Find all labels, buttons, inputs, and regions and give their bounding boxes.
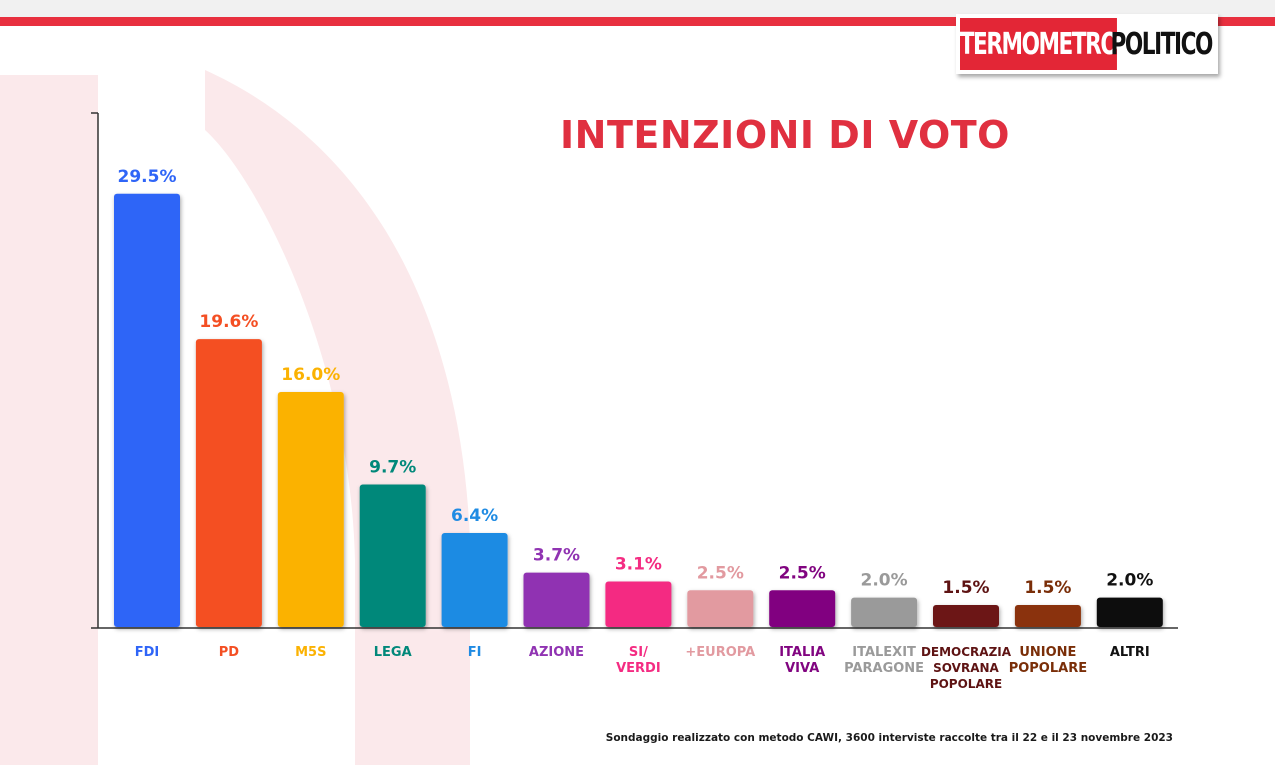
bar-europa (687, 590, 754, 627)
bar-m5s (277, 392, 344, 627)
top-red-line (0, 17, 1275, 26)
bar-fdi (114, 193, 180, 627)
category-label: FI (468, 645, 482, 660)
value-label: 19.6% (199, 312, 258, 332)
value-labels-group: 29.5% 19.6% 16.0% 9.7% 6.4% 3.7% 3.1% 2.5% 2.5% 2… (118, 167, 1154, 598)
value-label: 2.5% (697, 563, 744, 583)
bar-altri (1096, 597, 1163, 627)
category-labels-group: FDI PD M5S LEGA FI AZIONE SI/VERDI +EUROPA ITALI… (135, 645, 1150, 691)
logo-part-termometro: TERMOMETRO (960, 18, 1119, 70)
category-label: SI/VERDI (616, 645, 661, 676)
bars-group (114, 193, 1163, 627)
value-label: 9.7% (369, 458, 416, 478)
value-label: 6.4% (451, 506, 498, 526)
value-label: 3.1% (615, 554, 662, 574)
category-label-line: VERDI (616, 661, 661, 676)
category-label: FDI (135, 645, 160, 660)
category-label-line: ITALEXIT (852, 645, 916, 660)
category-label: ITALEXIT PARAGONE (844, 645, 924, 676)
bar-lega (359, 484, 426, 627)
value-label: 2.0% (861, 571, 908, 591)
category-label: ALTRI (1110, 645, 1150, 660)
category-label: UNIONE POPOLARE (1009, 645, 1087, 676)
background-shape (0, 62, 470, 765)
category-label-line: LEGA (374, 645, 412, 660)
bar-pd (195, 339, 262, 627)
category-label-line: SOVRANA (933, 661, 999, 675)
value-label: 16.0% (281, 365, 340, 385)
bar-democrazia-sovrana-popolare (933, 604, 999, 627)
category-label: LEGA (374, 645, 412, 660)
bar-italexit-paragone (851, 597, 918, 627)
logo-part-politico: POLITICO (1110, 26, 1214, 62)
category-label: ITALIA VIVA (779, 645, 825, 676)
value-label: 1.5% (1024, 578, 1071, 598)
bar-italia-viva (769, 590, 836, 627)
chart-title: INTENZIONI DI VOTO (560, 113, 1010, 157)
category-label: M5S (295, 645, 326, 660)
category-label-line: AZIONE (529, 645, 584, 660)
brand-logo: TERMOMETRO POLITICO (956, 14, 1218, 74)
category-label-line: PARAGONE (844, 661, 924, 676)
source-note: Sondaggio realizzato con metodo CAWI, 36… (605, 732, 1173, 744)
category-label-line: +EUROPA (685, 645, 755, 660)
value-label: 3.7% (533, 546, 580, 566)
bar-unione-popolare (1014, 604, 1081, 627)
category-label: DEMOCRAZIA SOVRANA POPOLARE (921, 645, 1012, 691)
bar-fi (441, 533, 508, 627)
value-label: 1.5% (942, 578, 989, 598)
category-label-line: ITALIA (779, 645, 825, 660)
value-label: 29.5% (118, 167, 177, 187)
category-label: +EUROPA (685, 645, 755, 660)
category-label-line: FDI (135, 645, 160, 660)
top-band (0, 0, 1275, 17)
bar-azione (523, 572, 590, 627)
category-label-line: POPOLARE (930, 677, 1002, 691)
category-label-line: M5S (295, 645, 326, 660)
category-label: PD (219, 645, 240, 660)
bar-si-verdi (605, 581, 672, 627)
category-label: AZIONE (529, 645, 584, 660)
category-label-line: UNIONE (1019, 645, 1076, 660)
category-label-line: SI/ (629, 645, 648, 660)
category-label-line: POPOLARE (1009, 661, 1087, 676)
category-label-line: PD (219, 645, 240, 660)
category-label-line: VIVA (785, 661, 819, 676)
value-label: 2.5% (779, 563, 826, 583)
category-label-line: DEMOCRAZIA (921, 645, 1012, 659)
value-label: 2.0% (1106, 571, 1153, 591)
category-label-line: FI (468, 645, 482, 660)
category-label-line: ALTRI (1110, 645, 1150, 660)
